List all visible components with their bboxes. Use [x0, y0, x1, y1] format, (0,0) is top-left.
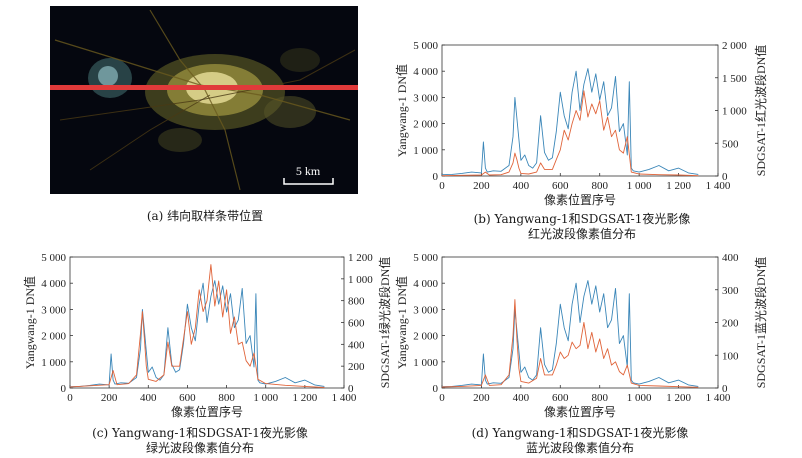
city-lights	[54, 9, 356, 191]
series-line-sdgsat	[441, 90, 699, 177]
series-line-yangwang	[69, 280, 325, 388]
y-right-tick-label: 1 000	[348, 274, 373, 286]
x-tick-label: 1 200	[666, 180, 691, 192]
panel-a: 5 km	[50, 6, 358, 194]
y-left-tick-label: 1 000	[413, 357, 438, 369]
x-axis-label: 像素位置序号	[171, 404, 243, 419]
x-tick-label: 1 200	[292, 392, 317, 404]
series-line-yangwang	[441, 68, 699, 176]
x-tick-label: 400	[140, 392, 157, 404]
y-right-tick-label: 400	[722, 252, 739, 264]
x-tick-label: 0	[439, 392, 445, 404]
y-left-tick-label: 0	[433, 171, 439, 183]
caption-d-line1: (d) Yangwang-1和SDGSAT-1夜光影像	[471, 426, 689, 440]
y-left-tick-label: 5 000	[413, 40, 438, 52]
caption-a-text: (a) 纬向取样条带位置	[146, 209, 264, 223]
caption-a: (a) 纬向取样条带位置	[130, 209, 280, 224]
x-tick-label: 800	[591, 392, 608, 404]
caption-c: (c) Yangwang-1和SDGSAT-1夜光影像 绿光波段像素值分布	[60, 426, 340, 456]
y-right-tick-label: 1 000	[722, 106, 747, 118]
x-tick-label: 200	[473, 392, 490, 404]
y-right-tick-label: 600	[348, 318, 365, 330]
x-tick-label: 1 400	[706, 392, 731, 404]
y-right-tick-label: 2 000	[722, 40, 747, 52]
x-tick-label: 600	[552, 392, 569, 404]
x-tick-label: 0	[439, 180, 445, 192]
x-tick-label: 1 400	[332, 392, 357, 404]
y-left-tick-label: 0	[433, 383, 439, 395]
x-tick-label: 400	[513, 180, 530, 192]
x-tick-label: 600	[179, 392, 196, 404]
caption-b: (b) Yangwang-1和SDGSAT-1夜光影像 红光波段像素值分布	[452, 212, 712, 242]
y-left-tick-label: 4 000	[413, 278, 438, 290]
y-left-tick-label: 4 000	[41, 278, 66, 290]
x-tick-label: 400	[513, 392, 530, 404]
sampling-band	[50, 85, 358, 90]
y-left-tick-label: 4 000	[413, 66, 438, 78]
y-right-tick-label: 0	[348, 383, 354, 395]
caption-d: (d) Yangwang-1和SDGSAT-1夜光影像 蓝光波段像素值分布	[450, 426, 710, 456]
y-left-tick-label: 2 000	[413, 119, 438, 131]
x-tick-label: 600	[552, 180, 569, 192]
y-right-axis-label: SDGSAT-1蓝光波段DN值	[753, 257, 768, 389]
x-axis-label: 像素位置序号	[544, 404, 616, 419]
y-left-tick-label: 3 000	[413, 304, 438, 316]
y-right-tick-label: 200	[348, 361, 365, 373]
y-left-tick-label: 2 000	[41, 331, 66, 343]
y-left-tick-label: 0	[61, 383, 67, 395]
x-tick-label: 800	[591, 180, 608, 192]
y-left-tick-label: 1 000	[41, 357, 66, 369]
x-tick-label: 1 400	[706, 180, 731, 192]
y-right-tick-label: 800	[348, 296, 365, 308]
x-tick-label: 1 000	[627, 180, 652, 192]
y-left-tick-label: 5 000	[41, 252, 66, 264]
y-right-tick-label: 400	[348, 339, 365, 351]
series-line-yangwang	[441, 280, 699, 388]
y-left-axis-label: Yangwang-1 DN值	[394, 64, 409, 157]
y-left-tick-label: 2 000	[413, 331, 438, 343]
scale-bar	[283, 178, 334, 185]
y-left-tick-label: 5 000	[413, 252, 438, 264]
y-right-axis-label: SDGSAT-1绿光波段DN值	[377, 257, 392, 389]
x-tick-label: 1 000	[253, 392, 278, 404]
caption-d-line2: 蓝光波段像素值分布	[525, 441, 634, 455]
y-right-tick-label: 100	[722, 350, 739, 362]
x-axis-label: 像素位置序号	[544, 192, 616, 207]
x-tick-label: 200	[473, 180, 490, 192]
caption-c-line2: 绿光波段像素值分布	[145, 441, 254, 455]
y-left-tick-label: 3 000	[41, 304, 66, 316]
y-left-axis-label: Yangwang-1 DN值	[394, 276, 409, 369]
x-tick-label: 800	[218, 392, 235, 404]
x-tick-label: 1 200	[666, 392, 691, 404]
y-right-tick-label: 0	[722, 383, 728, 395]
y-right-tick-label: 0	[722, 171, 728, 183]
y-right-tick-label: 1 500	[722, 73, 747, 85]
y-left-tick-label: 1 000	[413, 145, 438, 157]
scale-bar-label: 5 km	[296, 164, 321, 178]
x-tick-label: 0	[67, 392, 73, 404]
series-line-sdgsat	[69, 264, 325, 388]
y-left-axis-label: Yangwang-1 DN值	[22, 276, 37, 369]
x-tick-label: 1 000	[627, 392, 652, 404]
x-tick-label: 200	[101, 392, 118, 404]
series-line-sdgsat	[441, 299, 699, 388]
caption-c-line1: (c) Yangwang-1和SDGSAT-1夜光影像	[92, 426, 308, 440]
y-right-tick-label: 300	[722, 285, 739, 297]
caption-b-line2: 红光波段像素值分布	[527, 227, 636, 241]
y-left-tick-label: 3 000	[413, 92, 438, 104]
y-right-tick-label: 1 200	[348, 252, 373, 264]
y-right-tick-label: 500	[722, 138, 739, 150]
y-right-axis-label: SDGSAT-1红光波段DN值	[753, 45, 768, 177]
y-right-tick-label: 200	[722, 318, 739, 330]
caption-b-line1: (b) Yangwang-1和SDGSAT-1夜光影像	[473, 212, 691, 226]
